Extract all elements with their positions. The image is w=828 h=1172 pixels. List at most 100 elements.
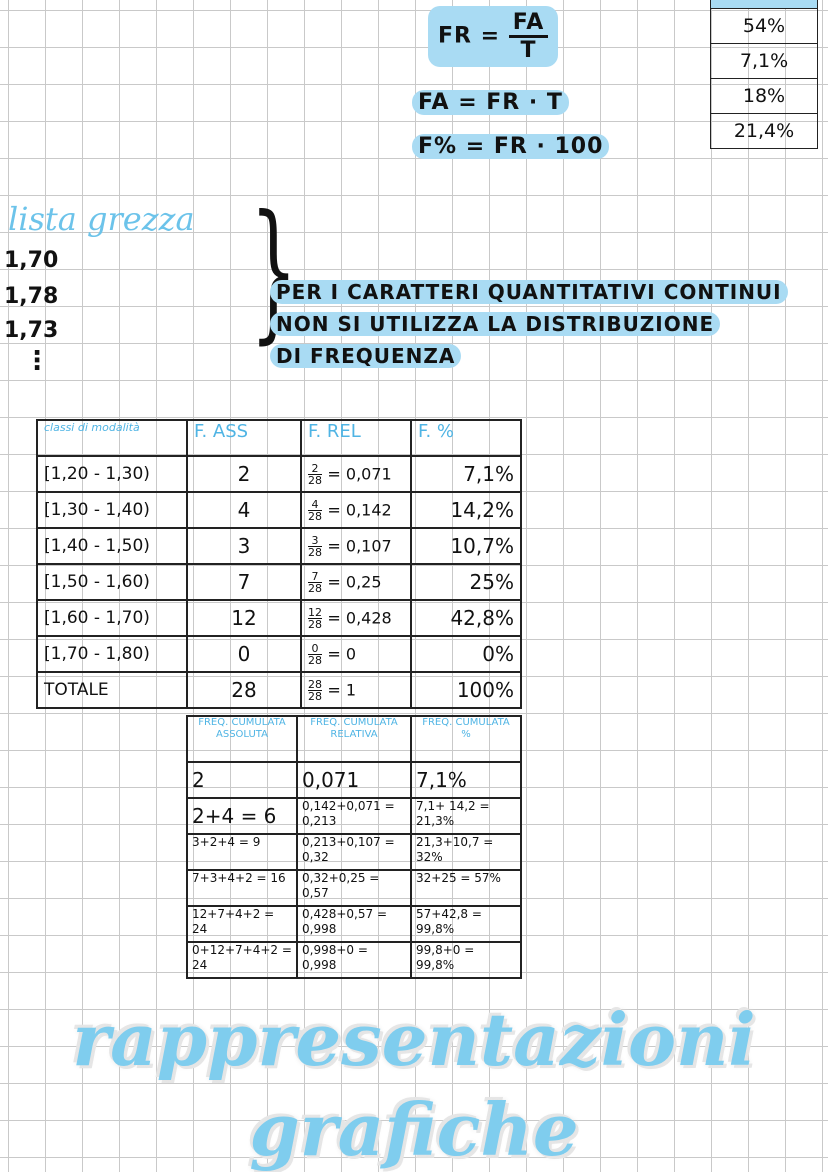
f-rel-numerator: 7 — [308, 571, 322, 583]
f-rel-fraction: 4 28 — [308, 499, 322, 522]
header-classes: classi di modalità — [36, 419, 188, 457]
frequency-table: classi di modalità F. ASS F. REL F. % [1… — [36, 419, 522, 709]
f-rel-cell: 12 28 = 0,428 — [300, 599, 412, 637]
class-cell: [1,70 - 1,80) — [36, 635, 188, 673]
f-ass-cell: 12 — [186, 599, 302, 637]
cum-ass-cell: 3+2+4 = 9 — [186, 833, 298, 871]
cumulative-row: 2+4 = 6 0,142+0,071 = 0,213 7,1+ 14,2 = 21… — [186, 797, 522, 835]
percent-box-cell: 7,1% — [710, 44, 818, 79]
formula-fr-lhs: FR = — [438, 23, 501, 49]
f-pct-cell: 10,7% — [410, 527, 522, 565]
f-rel-cell: 3 28 = 0,107 — [300, 527, 412, 565]
f-rel-value: = 0,107 — [327, 536, 392, 555]
cum-pct-cell: 21,3+10,7 = 32% — [410, 833, 522, 871]
cum-rel-cell: 0,32+0,25 = 0,57 — [296, 869, 412, 907]
f-ass-cell: 0 — [186, 635, 302, 673]
f-rel-value: = 0,142 — [327, 500, 392, 519]
formula-fr-fraction: FA T — [508, 10, 549, 63]
note-block: PER I CARATTERI QUANTITATIVI CONTINUI NO… — [270, 276, 788, 372]
header-cum-pct: FREQ. CUMULATA % — [410, 715, 522, 763]
f-rel-value: = 1 — [327, 680, 357, 699]
f-rel-value: = 0,25 — [327, 572, 382, 591]
f-rel-fraction: 3 28 — [308, 535, 322, 558]
formula-fr-denominator: T — [520, 38, 537, 63]
table-row: [1,60 - 1,70) 12 12 28 = 0,428 42,8% — [36, 599, 522, 637]
f-rel-fraction: 7 28 — [308, 571, 322, 594]
cumulative-row: 0+12+7+4+2 = 24 0,998+0 = 0,998 99,8+0 = 9… — [186, 941, 522, 979]
f-pct-cell: 100% — [410, 671, 522, 709]
cum-pct-cell: 7,1+ 14,2 = 21,3% — [410, 797, 522, 835]
header-cum-rel: FREQ. CUMULATA RELATIVA — [296, 715, 412, 763]
cumulative-row: 7+3+4+2 = 16 0,32+0,25 = 0,57 32+25 = 57% — [186, 869, 522, 907]
f-rel-cell: 7 28 = 0,25 — [300, 563, 412, 601]
cum-ass-cell: 2 — [186, 761, 298, 799]
section-title-line2: grafiche — [249, 1087, 579, 1172]
formula-fr: FR = FA T — [428, 6, 559, 67]
formula-fpct-text: F% = FR · 100 — [412, 134, 610, 159]
table-row: [1,40 - 1,50) 3 3 28 = 0,107 10,7% — [36, 527, 522, 565]
f-rel-denominator: 28 — [308, 581, 322, 595]
f-rel-fraction: 28 28 — [308, 679, 322, 702]
class-cell: [1,40 - 1,50) — [36, 527, 188, 565]
class-cell: [1,50 - 1,60) — [36, 563, 188, 601]
class-cell: [1,20 - 1,30) — [36, 455, 188, 493]
header-f-ass: F. ASS — [186, 419, 302, 457]
header-f-rel: F. REL — [300, 419, 412, 457]
f-ass-cell: 3 — [186, 527, 302, 565]
f-ass-cell: 28 — [186, 671, 302, 709]
f-rel-fraction: 2 28 — [308, 463, 322, 486]
f-rel-numerator: 12 — [308, 605, 322, 619]
formula-fpct: F% = FR · 100 — [412, 134, 610, 159]
f-rel-denominator: 28 — [308, 653, 322, 667]
percent-box-cell: 21,4% — [710, 114, 818, 149]
cum-pct-cell: 7,1% — [410, 761, 522, 799]
header-cum-ass: FREQ. CUMULATA ASSOLUTA — [186, 715, 298, 763]
raw-list-title: lista grezza — [8, 200, 195, 238]
f-ass-cell: 4 — [186, 491, 302, 529]
cumulative-row: 12+7+4+2 = 24 0,428+0,57 = 0,998 57+42,8 =… — [186, 905, 522, 943]
f-rel-fraction: 12 28 — [308, 607, 322, 630]
header-f-pct: F. % — [410, 419, 522, 457]
f-rel-cell: 28 28 = 1 — [300, 671, 412, 709]
note-line: PER I CARATTERI QUANTITATIVI CONTINUI — [270, 280, 788, 304]
f-rel-denominator: 28 — [308, 509, 322, 523]
f-pct-cell: 25% — [410, 563, 522, 601]
raw-value: 1,78 — [4, 284, 59, 309]
class-cell: TOTALE — [36, 671, 188, 709]
f-ass-cell: 7 — [186, 563, 302, 601]
raw-value: 1,73 — [4, 318, 59, 343]
table-row: [1,20 - 1,30) 2 2 28 = 0,071 7,1% — [36, 455, 522, 493]
cum-rel-cell: 0,142+0,071 = 0,213 — [296, 797, 412, 835]
cumulative-table: FREQ. CUMULATA ASSOLUTA FREQ. CUMULATA R… — [186, 715, 522, 979]
f-ass-cell: 2 — [186, 455, 302, 493]
formula-fa-text: FA = FR · T — [412, 90, 569, 115]
formula-fr-numerator: FA — [508, 10, 549, 38]
cum-pct-cell: 99,8+0 = 99,8% — [410, 941, 522, 979]
cum-rel-cell: 0,213+0,107 = 0,32 — [296, 833, 412, 871]
cumulative-row: 3+2+4 = 9 0,213+0,107 = 0,32 21,3+10,7 = 3… — [186, 833, 522, 871]
f-rel-numerator: 2 — [308, 463, 322, 475]
f-pct-cell: 42,8% — [410, 599, 522, 637]
percent-box-cap — [710, 0, 818, 9]
note-line: DI FREQUENZA — [270, 344, 462, 368]
cumulative-row: 2 0,071 7,1% — [186, 761, 522, 799]
f-rel-cell: 0 28 = 0 — [300, 635, 412, 673]
f-rel-denominator: 28 — [308, 689, 322, 703]
cum-rel-cell: 0,071 — [296, 761, 412, 799]
percent-box: 54% 7,1% 18% 21,4% — [710, 0, 818, 149]
raw-ellipsis: ⋮ — [24, 346, 50, 376]
f-pct-cell: 14,2% — [410, 491, 522, 529]
class-cell: [1,60 - 1,70) — [36, 599, 188, 637]
f-rel-numerator: 28 — [308, 677, 322, 691]
cum-pct-cell: 32+25 = 57% — [410, 869, 522, 907]
raw-value: 1,70 — [4, 248, 59, 273]
f-rel-numerator: 0 — [308, 643, 322, 655]
formula-fa: FA = FR · T — [412, 90, 569, 115]
cum-ass-cell: 2+4 = 6 — [186, 797, 298, 835]
cum-pct-cell: 57+42,8 = 99,8% — [410, 905, 522, 943]
f-rel-cell: 2 28 = 0,071 — [300, 455, 412, 493]
table-row: [1,70 - 1,80) 0 0 28 = 0 0% — [36, 635, 522, 673]
f-rel-value: = 0,071 — [327, 464, 392, 483]
percent-box-cell: 54% — [710, 9, 818, 44]
f-rel-numerator: 3 — [308, 535, 322, 547]
